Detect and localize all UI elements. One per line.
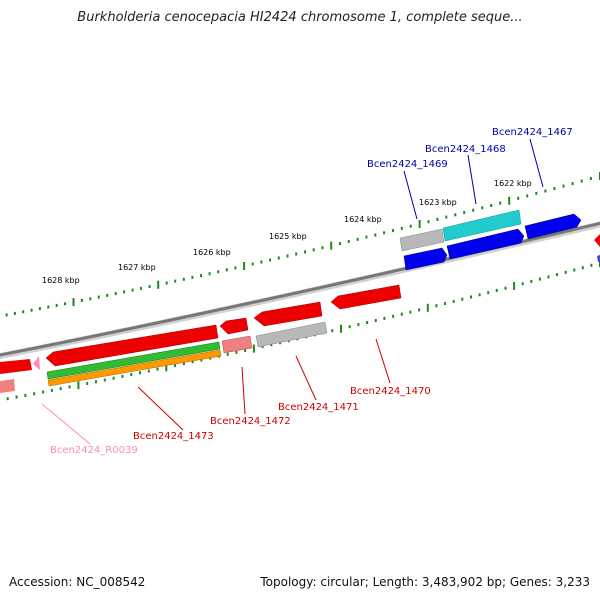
cds-blue-edge[interactable] xyxy=(597,255,600,262)
map-title: Burkholderia cenocepacia HI2424 chromoso… xyxy=(77,10,523,25)
cds-blue-a[interactable] xyxy=(403,247,448,271)
outer-scale-labels: 1628 kbp 1627 kbp 1626 kbp 1625 kbp 1624 kbp… xyxy=(42,179,532,285)
accession-label: Accession: NC_008542 xyxy=(9,575,146,589)
gene-label-1470[interactable]: Bcen2424_1470 xyxy=(350,386,431,397)
trna-r0039[interactable] xyxy=(33,356,40,370)
gene-label-1472[interactable]: Bcen2424_1472 xyxy=(210,416,291,427)
gene-label-1468[interactable]: Bcen2424_1468 xyxy=(425,144,506,155)
gene-label-1473[interactable]: Bcen2424_1473 xyxy=(133,431,214,442)
scale-label-1624: 1624 kbp xyxy=(344,215,382,224)
cds-red-1471-top[interactable] xyxy=(253,301,323,327)
scale-label-1627: 1627 kbp xyxy=(118,263,156,272)
gene-labels: Bcen2424_1467 Bcen2424_1468 Bcen2424_146… xyxy=(50,127,573,456)
cds-blue-1467[interactable] xyxy=(524,213,582,240)
reverse-strand-features xyxy=(0,284,402,393)
cds-blue-b[interactable] xyxy=(446,228,525,260)
cds-red-left-edge[interactable] xyxy=(0,359,32,374)
gene-label-r0039[interactable]: Bcen2424_R0039 xyxy=(50,445,138,456)
cds-red-edge[interactable] xyxy=(594,234,600,247)
scale-label-1625: 1625 kbp xyxy=(269,232,307,241)
cds-light-red-left[interactable] xyxy=(0,379,15,393)
cds-light-red-1472[interactable] xyxy=(221,335,253,354)
cds-gray-1471[interactable] xyxy=(255,321,328,348)
cds-cyan-1468[interactable] xyxy=(442,209,522,242)
gene-label-1471[interactable]: Bcen2424_1471 xyxy=(278,402,359,413)
scale-label-1626: 1626 kbp xyxy=(193,248,231,257)
gene-orange-1473[interactable] xyxy=(47,349,222,387)
gene-label-1469[interactable]: Bcen2424_1469 xyxy=(367,159,448,170)
cds-red-1473[interactable] xyxy=(45,324,219,367)
cds-gray-1469[interactable] xyxy=(399,228,445,252)
scale-label-1628: 1628 kbp xyxy=(42,276,80,285)
genome-summary: Topology: circular; Length: 3,483,902 bp… xyxy=(260,575,590,589)
gene-green-1473[interactable] xyxy=(46,341,221,380)
label-leaders xyxy=(41,138,544,445)
scale-label-1622: 1622 kbp xyxy=(494,179,532,188)
forward-strand-features xyxy=(399,209,600,271)
gene-label-1467[interactable]: Bcen2424_1467 xyxy=(492,127,573,138)
cds-red-1470[interactable] xyxy=(330,284,402,310)
outer-scale-ring xyxy=(5,172,600,317)
scale-label-1623: 1623 kbp xyxy=(419,198,457,207)
cds-red-small-a[interactable] xyxy=(219,317,249,335)
